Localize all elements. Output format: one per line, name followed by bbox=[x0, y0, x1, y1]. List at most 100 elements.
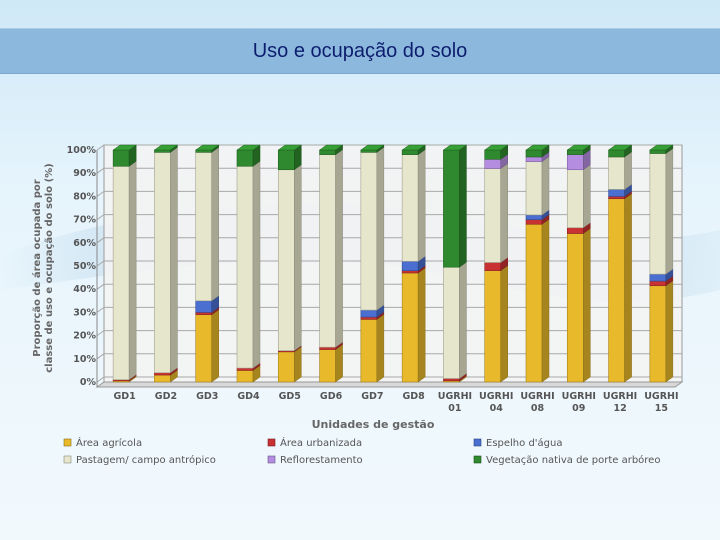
legend-item: Espelho d'água bbox=[473, 437, 562, 449]
x-tick-label: UGRHI 01 bbox=[438, 391, 472, 414]
bar-segment bbox=[236, 144, 261, 167]
gridline-depth bbox=[96, 214, 105, 221]
x-tick-label: UGRHI 15 bbox=[644, 391, 678, 414]
gridline-depth bbox=[96, 144, 105, 151]
bar-segment bbox=[566, 222, 591, 235]
bar-segment bbox=[360, 144, 385, 153]
bar-segment bbox=[319, 149, 343, 348]
legend-swatch bbox=[63, 438, 72, 447]
bar-segment bbox=[443, 373, 467, 382]
x-axis-label: Unidades de gestão bbox=[312, 418, 435, 431]
bar-segment bbox=[112, 144, 137, 167]
bar-segment bbox=[153, 144, 179, 153]
legend-label: Área agrícola bbox=[76, 436, 142, 449]
slide-title: Uso e ocupação do solo bbox=[252, 39, 468, 62]
gridline-depth bbox=[96, 306, 105, 313]
gridline-depth bbox=[96, 237, 105, 244]
gridline-depth bbox=[96, 353, 105, 360]
bar-segment bbox=[608, 151, 632, 190]
bar-segment bbox=[608, 193, 632, 383]
y-tick-label: 50% bbox=[73, 261, 96, 272]
legend-item: Pastagem/ campo antrópico bbox=[63, 454, 216, 466]
gridline-depth bbox=[96, 330, 105, 337]
bar-segment bbox=[525, 144, 550, 158]
bar-segment bbox=[401, 267, 426, 383]
legend-label: Reflorestamento bbox=[280, 455, 363, 466]
gridline-depth bbox=[96, 167, 105, 174]
gridline-depth bbox=[96, 283, 105, 290]
bar-segment bbox=[484, 265, 508, 383]
bar-segment bbox=[195, 146, 219, 302]
legend-swatch bbox=[267, 455, 276, 464]
x-tick-label: UGRHI 04 bbox=[479, 391, 513, 414]
y-tick-label: 100% bbox=[67, 145, 97, 156]
bar-segment bbox=[154, 146, 178, 374]
bar-segment bbox=[360, 313, 385, 383]
bar-segment bbox=[401, 149, 426, 262]
bar-segment bbox=[525, 156, 550, 216]
x-tick-label: UGRHI 08 bbox=[520, 391, 554, 414]
legend-item: Vegetação nativa de porte arbóreo bbox=[473, 454, 660, 466]
y-axis-label: Proporção de área ocupada porclasse de u… bbox=[31, 163, 55, 373]
bar-segment bbox=[318, 144, 344, 156]
bar-segment bbox=[566, 228, 591, 383]
x-tick-label: UGRHI 09 bbox=[562, 391, 596, 414]
y-tick-label: 80% bbox=[73, 191, 96, 202]
y-tick-label: 30% bbox=[73, 307, 96, 318]
legend-item: Reflorestamento bbox=[267, 455, 363, 466]
bar-segment bbox=[194, 144, 220, 153]
gridline-depth bbox=[96, 190, 105, 197]
bar-segment bbox=[566, 149, 591, 171]
title-band: Uso e ocupação do solo bbox=[0, 28, 720, 74]
x-tick-label: GD4 bbox=[237, 391, 260, 402]
legend-label: Vegetação nativa de porte arbóreo bbox=[486, 454, 660, 466]
bar-segment bbox=[195, 309, 219, 383]
y-tick-label: 60% bbox=[73, 238, 96, 249]
legend-label: Pastagem/ campo antrópico bbox=[76, 454, 216, 466]
plot-floor bbox=[95, 381, 684, 388]
legend-item: Área urbanizada bbox=[267, 436, 362, 449]
x-tick-label: GD3 bbox=[196, 391, 218, 402]
x-tick-label: GD2 bbox=[155, 391, 177, 402]
gridline-depth bbox=[96, 376, 105, 383]
legend-label: Área urbanizada bbox=[280, 436, 362, 449]
bar-segment bbox=[484, 163, 508, 264]
bar-segment bbox=[442, 144, 468, 268]
bar-segment bbox=[649, 147, 674, 275]
y-tick-label: 10% bbox=[73, 354, 96, 365]
x-tick-label: GD5 bbox=[279, 391, 301, 402]
bar-segment bbox=[483, 144, 509, 160]
y-tick-label: 70% bbox=[73, 215, 96, 226]
bar-segment bbox=[607, 144, 633, 158]
x-tick-label: GD1 bbox=[113, 391, 135, 402]
bar-segment bbox=[277, 164, 302, 352]
bar-segment bbox=[277, 144, 303, 171]
y-tick-label: 90% bbox=[73, 168, 96, 179]
legend-label: Espelho d'água bbox=[486, 437, 562, 449]
legend-swatch bbox=[473, 455, 482, 464]
bar-segment bbox=[443, 261, 467, 380]
y-tick-label: 40% bbox=[73, 284, 96, 295]
bar-segment bbox=[566, 164, 591, 229]
bar-segment bbox=[649, 280, 674, 383]
legend-swatch bbox=[267, 438, 276, 447]
bar-segment bbox=[566, 144, 592, 156]
bar-segment bbox=[360, 146, 385, 311]
plot-area bbox=[103, 144, 683, 383]
bar-segment bbox=[525, 218, 550, 383]
bar-segment bbox=[112, 160, 137, 381]
bar-segment bbox=[649, 144, 674, 154]
x-tick-label: GD8 bbox=[402, 391, 425, 402]
bar-segment bbox=[277, 346, 302, 383]
legend-swatch bbox=[63, 455, 72, 464]
bar-segment bbox=[236, 160, 261, 369]
x-tick-label: UGRHI 12 bbox=[603, 391, 637, 414]
bar-segment bbox=[319, 344, 343, 383]
legend-swatch bbox=[473, 438, 482, 447]
x-tick-label: GD6 bbox=[320, 391, 343, 402]
y-tick-label: 20% bbox=[73, 331, 96, 342]
legend-item: Área agrícola bbox=[63, 436, 142, 449]
y-tick-label: 0% bbox=[80, 377, 97, 388]
gridline-depth bbox=[96, 260, 105, 267]
